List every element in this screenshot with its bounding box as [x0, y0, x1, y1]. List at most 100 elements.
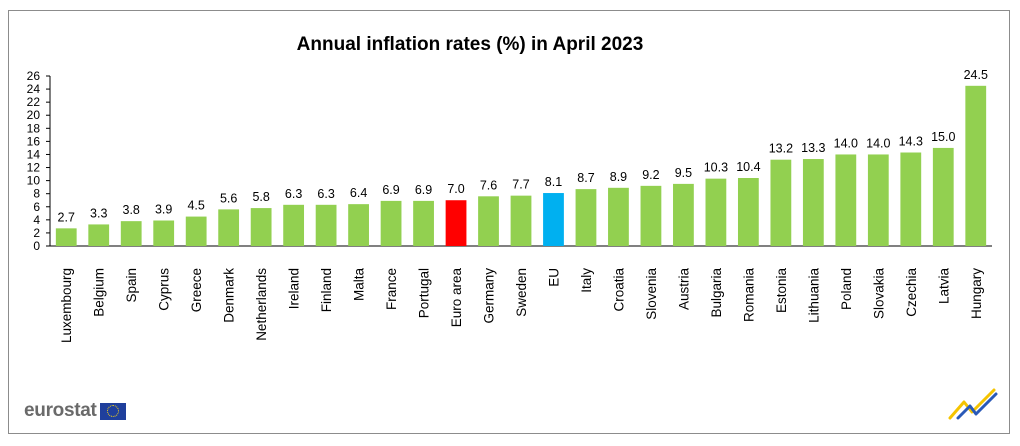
data-labels-group: 2.7 3.3 3.8 3.9 4.5 5.6 5.8 6.3 6.3 6.4 6.9 6.9 7.0 7… — [58, 68, 988, 225]
bar-czechia — [900, 152, 922, 246]
data-label: 6.9 — [415, 183, 432, 197]
bar-eu — [543, 193, 564, 246]
data-label: 14.3 — [899, 135, 923, 149]
data-label: 9.5 — [675, 166, 692, 180]
y-tick-label: 24 — [27, 82, 41, 96]
category-label: Estonia — [774, 268, 789, 314]
bar-slovenia — [640, 185, 662, 246]
data-label: 5.6 — [220, 191, 237, 205]
data-label: 13.2 — [769, 142, 793, 156]
category-label: Sweden — [514, 268, 529, 317]
bar-romania — [737, 178, 759, 246]
category-label: Poland — [839, 268, 854, 310]
y-tick-label: 4 — [33, 213, 40, 227]
data-label: 15.0 — [931, 130, 955, 144]
data-label: 6.3 — [317, 187, 334, 201]
chart-title: Annual inflation rates (%) in April 2023 — [297, 34, 644, 55]
data-label: 8.1 — [545, 175, 562, 189]
y-tick-label: 2 — [33, 226, 40, 240]
y-tick-label: 22 — [27, 95, 41, 109]
category-label: Euro area — [449, 268, 464, 328]
category-label: Greece — [189, 268, 204, 312]
category-label: Luxembourg — [59, 268, 74, 343]
category-label: Cyprus — [157, 268, 172, 311]
category-label: Portugal — [417, 268, 432, 318]
category-label: Slovenia — [644, 268, 659, 320]
data-label: 14.0 — [834, 136, 858, 150]
category-label: EU — [546, 268, 561, 287]
data-label: 24.5 — [964, 68, 988, 82]
bar-ireland — [283, 204, 305, 246]
y-tick-label: 12 — [27, 161, 41, 175]
bar-slovakia — [867, 154, 889, 246]
category-label: France — [384, 268, 399, 310]
bar-luxembourg — [55, 228, 77, 246]
y-tick-label: 14 — [27, 147, 41, 161]
bar-netherlands — [250, 208, 272, 246]
category-label: Spain — [124, 268, 139, 303]
category-label: Belgium — [92, 268, 107, 317]
bar-lithuania — [802, 159, 824, 246]
bar-greece — [185, 216, 207, 246]
category-labels-group: Luxembourg Belgium Spain Cyprus Greece Denmar… — [59, 268, 984, 344]
category-label: Latvia — [936, 268, 951, 305]
bar-estonia — [770, 159, 792, 246]
category-label: Germany — [482, 268, 497, 324]
bar-belgium — [88, 224, 110, 246]
bar-poland — [835, 154, 857, 246]
bar-austria — [673, 183, 694, 246]
y-tick-label: 26 — [27, 69, 41, 83]
category-label: Netherlands — [254, 268, 269, 341]
data-label: 9.2 — [642, 168, 659, 182]
bar-bulgaria — [705, 178, 727, 246]
category-label: Bulgaria — [709, 268, 724, 318]
bar-sweden — [510, 195, 532, 246]
y-tick-label: 10 — [27, 174, 41, 188]
data-label: 7.7 — [512, 178, 529, 192]
data-label: 13.3 — [801, 141, 825, 155]
category-label: Finland — [319, 268, 334, 312]
y-tick-label: 6 — [33, 200, 40, 214]
bar-hungary — [965, 85, 987, 246]
data-label: 7.6 — [480, 178, 497, 192]
bar-croatia — [608, 187, 629, 246]
category-label: Romania — [741, 268, 756, 323]
y-tick-label: 20 — [27, 108, 41, 122]
category-label: Czechia — [904, 268, 919, 317]
data-label: 10.3 — [704, 161, 728, 175]
bar-malta — [348, 204, 369, 246]
bar-finland — [315, 204, 337, 246]
category-label: Austria — [676, 268, 691, 311]
bars-group — [55, 85, 987, 246]
bar-portugal — [413, 200, 434, 246]
category-label: Slovakia — [871, 268, 886, 320]
category-label: Ireland — [287, 268, 302, 309]
bar-cyprus — [153, 220, 175, 246]
data-label: 4.5 — [187, 199, 204, 213]
bar-spain — [120, 221, 142, 246]
data-label: 3.3 — [90, 206, 107, 220]
category-label: Malta — [352, 268, 367, 302]
y-tick-label: 0 — [33, 239, 40, 253]
data-label: 6.3 — [285, 187, 302, 201]
data-label: 10.4 — [736, 160, 760, 174]
eurostat-logo: eurostat — [24, 400, 126, 422]
data-label: 6.4 — [350, 186, 367, 200]
data-label: 5.8 — [252, 190, 269, 204]
bar-latvia — [932, 147, 954, 246]
data-label: 8.9 — [610, 170, 627, 184]
data-label: 3.8 — [123, 203, 140, 217]
data-label: 14.0 — [866, 136, 890, 150]
bar-germany — [478, 196, 499, 246]
data-label: 3.9 — [155, 203, 172, 217]
eurostat-swoosh-icon — [948, 388, 998, 420]
bar-denmark — [218, 209, 240, 246]
bar-italy — [575, 189, 597, 246]
y-tick-label: 18 — [27, 121, 41, 135]
data-label: 2.7 — [58, 210, 75, 224]
data-label: 8.7 — [577, 171, 594, 185]
bar-france — [380, 200, 402, 246]
category-label: Italy — [579, 268, 594, 293]
